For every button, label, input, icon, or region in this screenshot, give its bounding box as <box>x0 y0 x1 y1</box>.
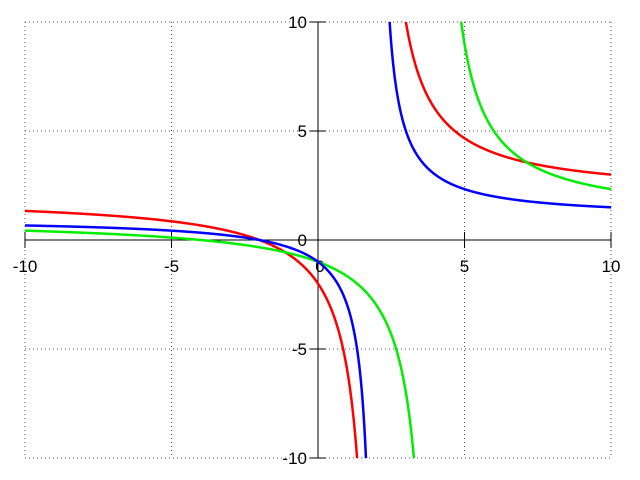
curves <box>25 22 611 458</box>
y-tick-label: 5 <box>298 122 307 141</box>
curve-red-branch <box>25 209 359 458</box>
x-tick-label: -5 <box>164 257 179 276</box>
y-tick-label: 0 <box>298 231 307 250</box>
x-tick-label: -10 <box>13 257 38 276</box>
x-tick-label: 0 <box>315 257 324 276</box>
curve-green-branch <box>25 229 416 458</box>
y-tick-label: -5 <box>292 340 307 359</box>
tick-labels: -10 -5 0 5 10 -10 -5 0 5 10 <box>13 13 621 468</box>
y-tick-label: 10 <box>288 13 307 32</box>
y-tick-label: -10 <box>282 449 307 468</box>
curve-blue-branch <box>25 224 368 458</box>
axis-ticks <box>24 21 612 459</box>
curve-green-branch <box>459 22 611 191</box>
x-tick-label: 10 <box>602 257 621 276</box>
curve-red-branch <box>404 22 611 176</box>
curve-blue-branch <box>388 22 611 209</box>
x-tick-label: 5 <box>460 257 469 276</box>
